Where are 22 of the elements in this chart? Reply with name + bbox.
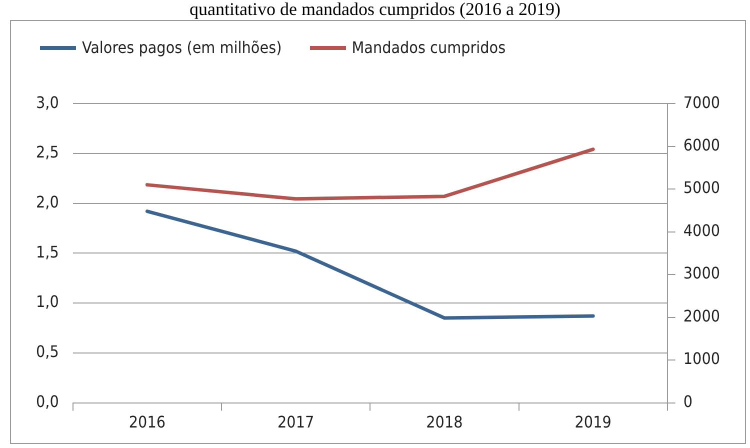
y2-tick-label: 1000 [683,349,720,368]
y2-tick-label: 3000 [683,264,720,283]
y2-tick-label: 0 [683,392,693,411]
legend-label: Mandados cumpridos [352,38,506,57]
y-tick-label: 1,0 [36,292,59,312]
y2-tick-label: 2000 [683,306,720,326]
y2-tick-label: 7000 [683,92,720,112]
y2-tick-label: 4000 [683,220,720,240]
x-tick-label: 2018 [426,412,463,432]
y2-tick-label: 6000 [683,136,720,154]
y-tick-label: 2,5 [36,142,59,162]
y-tick-label: 1,5 [36,242,59,262]
x-tick-label: 2017 [278,412,314,432]
y-tick-label: 0,0 [36,392,59,411]
x-tick-label: 2019 [574,412,612,432]
legend-label: Valores pagos (em milhões) [82,38,282,57]
y2-tick-label: 5000 [683,178,720,198]
y-tick-label: 2,0 [36,192,59,212]
x-tick-label: 2016 [128,412,166,432]
y-tick-label: 0,5 [36,342,59,362]
chart-title: quantitativo de mandados cumpridos (2016 a 2019) [188,0,562,19]
y-tick-label: 3,0 [36,92,59,112]
